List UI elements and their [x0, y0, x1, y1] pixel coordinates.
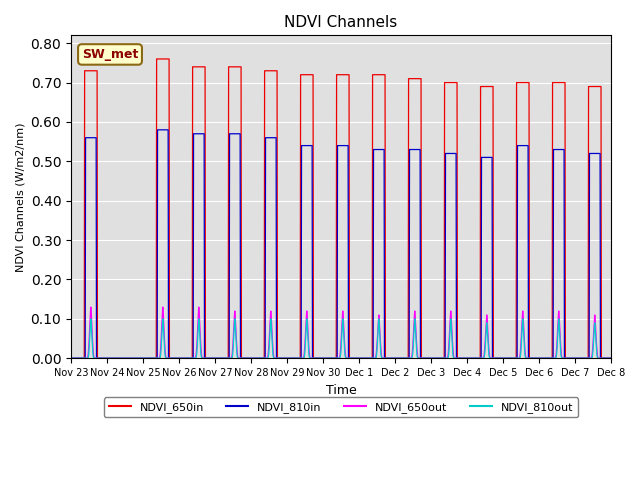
NDVI_650in [494, 355, 502, 361]
NDVI_650out [408, 354, 415, 360]
NDVI_810out [408, 355, 415, 361]
NDVI_650in [525, 80, 532, 85]
NDVI_810in [154, 127, 161, 133]
Title: NDVI Channels: NDVI Channels [284, 15, 397, 30]
NDVI_810in [408, 147, 415, 153]
NDVI_810out [494, 355, 502, 361]
Legend: NDVI_650in, NDVI_810in, NDVI_650out, NDVI_810out: NDVI_650in, NDVI_810in, NDVI_650out, NDV… [104, 397, 578, 417]
NDVI_650out [67, 355, 75, 361]
NDVI_810in [276, 355, 284, 361]
NDVI_650out [433, 355, 441, 361]
NDVI_810in [67, 355, 75, 361]
NDVI_650out [494, 355, 502, 361]
Line: NDVI_810out: NDVI_810out [71, 319, 640, 358]
NDVI_650out [87, 304, 95, 310]
Y-axis label: NDVI Channels (W/m2/nm): NDVI Channels (W/m2/nm) [15, 122, 25, 272]
Line: NDVI_650in: NDVI_650in [71, 59, 640, 358]
NDVI_810out [276, 355, 284, 361]
NDVI_810out [96, 355, 104, 361]
Line: NDVI_810in: NDVI_810in [71, 130, 640, 358]
X-axis label: Time: Time [326, 384, 356, 396]
NDVI_650out [525, 355, 532, 361]
NDVI_810in [525, 355, 532, 361]
NDVI_650in [276, 355, 284, 361]
NDVI_810out [87, 316, 95, 322]
NDVI_650out [96, 355, 104, 361]
Line: NDVI_650out: NDVI_650out [71, 307, 640, 358]
NDVI_810out [525, 355, 532, 361]
NDVI_810in [96, 355, 104, 361]
NDVI_810out [67, 355, 75, 361]
NDVI_810in [433, 355, 441, 361]
NDVI_650in [67, 355, 75, 361]
NDVI_650out [276, 355, 284, 361]
Text: SW_met: SW_met [82, 48, 138, 61]
NDVI_650in [96, 355, 104, 361]
NDVI_650in [408, 76, 415, 82]
NDVI_810in [494, 355, 502, 361]
NDVI_650in [153, 56, 161, 62]
NDVI_650in [433, 355, 441, 361]
NDVI_810out [433, 355, 441, 361]
